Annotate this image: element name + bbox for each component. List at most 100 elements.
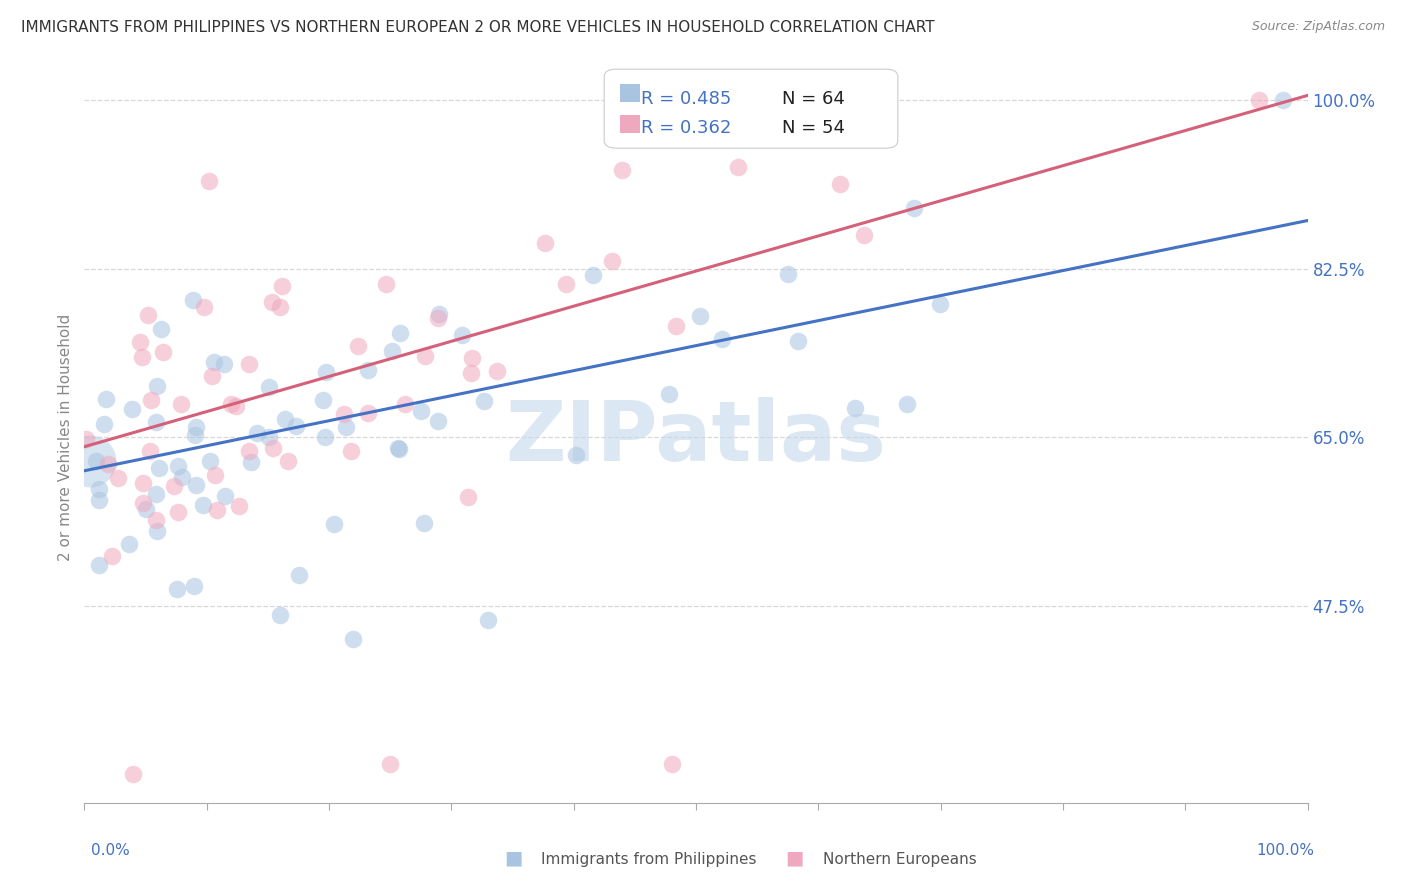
Point xyxy=(121,402,143,417)
Point xyxy=(380,757,402,772)
Point xyxy=(181,293,204,307)
Point xyxy=(152,344,174,359)
Point xyxy=(146,524,169,538)
Point xyxy=(387,441,409,455)
Point xyxy=(75,432,97,446)
Point xyxy=(118,537,141,551)
Point xyxy=(394,397,416,411)
Point xyxy=(689,309,711,323)
Point xyxy=(413,516,436,530)
Text: IMMIGRANTS FROM PHILIPPINES VS NORTHERN EUROPEAN 2 OR MORE VEHICLES IN HOUSEHOLD: IMMIGRANTS FROM PHILIPPINES VS NORTHERN … xyxy=(21,20,935,35)
Point xyxy=(94,392,117,406)
Point xyxy=(322,516,344,531)
Point xyxy=(193,498,215,512)
Point xyxy=(357,406,380,420)
Text: R = 0.485: R = 0.485 xyxy=(641,90,731,108)
Point xyxy=(166,458,188,473)
Point xyxy=(238,357,260,371)
Point xyxy=(413,349,436,363)
Point xyxy=(661,757,683,772)
Point xyxy=(342,632,364,647)
Point xyxy=(828,177,851,191)
Point xyxy=(357,363,380,377)
Point xyxy=(163,479,186,493)
Text: R = 0.362: R = 0.362 xyxy=(641,119,731,136)
Point xyxy=(139,444,162,458)
Point xyxy=(145,513,167,527)
Point xyxy=(600,253,623,268)
Point xyxy=(427,307,450,321)
Point xyxy=(212,357,235,371)
Point xyxy=(1272,93,1295,107)
Point xyxy=(262,441,284,455)
FancyBboxPatch shape xyxy=(605,70,898,148)
Point xyxy=(582,268,605,282)
Point xyxy=(148,461,170,475)
Point xyxy=(457,490,479,504)
Point xyxy=(170,470,193,484)
Point xyxy=(844,401,866,416)
Point xyxy=(132,476,155,491)
Point xyxy=(426,311,449,326)
Point xyxy=(238,443,260,458)
Point xyxy=(375,277,398,292)
Y-axis label: 2 or more Vehicles in Household: 2 or more Vehicles in Household xyxy=(58,313,73,561)
Point xyxy=(139,392,162,407)
Text: N = 54: N = 54 xyxy=(782,119,845,136)
Point xyxy=(389,326,412,340)
Point xyxy=(184,478,207,492)
Point xyxy=(97,457,120,471)
Point xyxy=(555,277,578,291)
Point xyxy=(381,343,404,358)
Point xyxy=(564,448,586,462)
Text: N = 64: N = 64 xyxy=(782,90,845,108)
Point xyxy=(245,425,267,440)
Point xyxy=(903,201,925,215)
Point xyxy=(93,417,115,431)
Point xyxy=(201,369,224,384)
Point xyxy=(166,582,188,596)
Point xyxy=(198,174,221,188)
Point xyxy=(533,235,555,250)
Point xyxy=(200,454,222,468)
Point xyxy=(145,378,167,392)
Point xyxy=(427,414,450,428)
Point xyxy=(101,549,124,564)
Text: ZIPatlas: ZIPatlas xyxy=(506,397,886,477)
Point xyxy=(219,397,242,411)
Point xyxy=(183,579,205,593)
Point xyxy=(228,499,250,513)
Point xyxy=(461,351,484,366)
Point xyxy=(896,396,918,410)
Point xyxy=(710,332,733,346)
Text: Northern Europeans: Northern Europeans xyxy=(823,852,976,867)
Text: ■: ■ xyxy=(503,848,523,867)
Point xyxy=(312,393,335,408)
FancyBboxPatch shape xyxy=(620,84,640,102)
Point xyxy=(477,613,499,627)
Point xyxy=(129,335,152,350)
Point xyxy=(333,407,356,421)
Point xyxy=(409,404,432,418)
Point xyxy=(204,468,226,483)
FancyBboxPatch shape xyxy=(620,114,640,133)
Point xyxy=(145,487,167,501)
Point xyxy=(928,296,950,310)
Point xyxy=(257,429,280,443)
Point xyxy=(257,380,280,394)
Point xyxy=(277,454,299,468)
Point xyxy=(150,322,173,336)
Point xyxy=(388,442,411,457)
Point xyxy=(262,295,284,310)
Point xyxy=(727,160,749,174)
Point xyxy=(472,394,495,409)
Point xyxy=(207,503,229,517)
Point xyxy=(193,300,215,314)
Point xyxy=(460,366,482,380)
Point xyxy=(1247,93,1270,107)
Point xyxy=(787,334,810,349)
Point xyxy=(186,420,208,434)
Point xyxy=(214,489,236,503)
Point xyxy=(89,492,111,507)
Point xyxy=(287,568,309,582)
